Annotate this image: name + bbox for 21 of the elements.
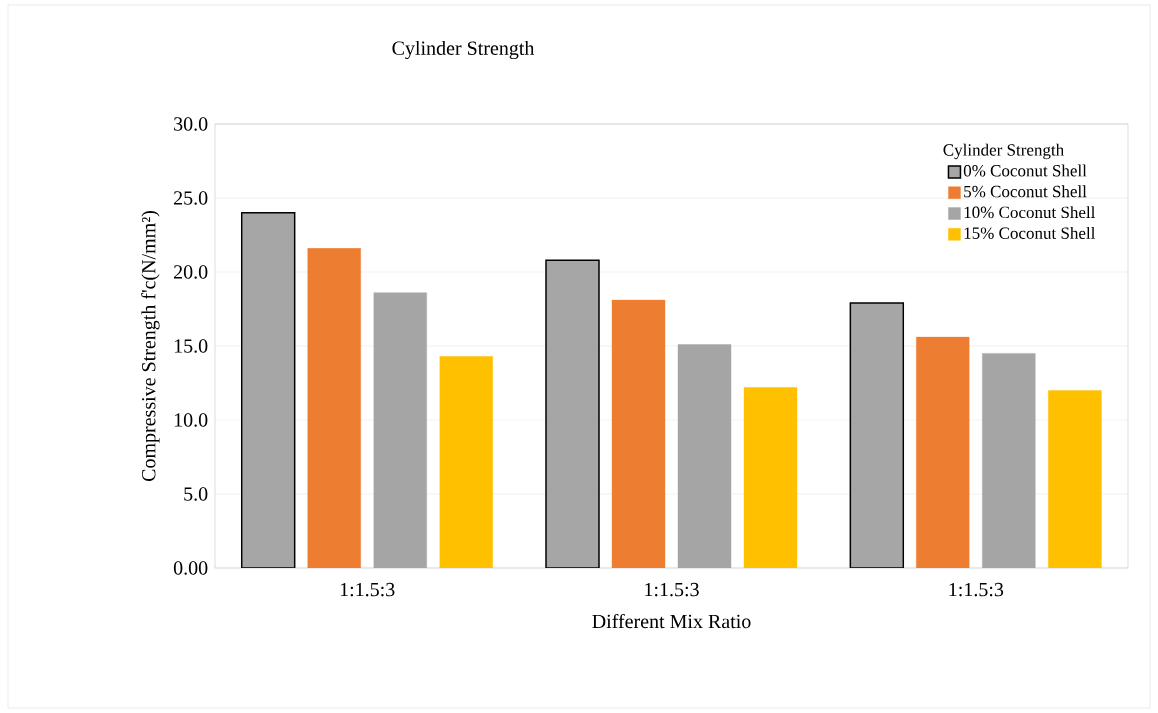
y-tick-label: 20.0	[174, 265, 208, 279]
y-tick-label: 25.0	[174, 191, 208, 205]
bar	[916, 336, 970, 568]
legend-label: 15% Coconut Shell	[964, 226, 1096, 239]
legend-title: Cylinder Strength	[943, 143, 1064, 160]
bar	[307, 248, 361, 568]
legend-label: 0% Coconut Shell	[963, 164, 1087, 177]
x-tick-label: 1:1.5:3	[645, 582, 699, 597]
y-tick-label: 10.0	[174, 413, 208, 427]
legend-label: 5% Coconut Shell	[964, 185, 1087, 198]
x-tick-label: 1:1.5:3	[340, 582, 395, 597]
y-tick-label: 5.0	[184, 487, 208, 501]
legend-label: 10% Coconut Shell	[964, 206, 1096, 219]
x-axis-title: Different Mix Ratio	[592, 613, 751, 629]
y-tick-label: 30.0	[174, 117, 208, 131]
y-tick-label: 0.00	[173, 561, 208, 575]
chart-title: Cylinder Strength	[392, 40, 535, 60]
y-axis-title: Compressive Strength f'c(N/mm²)	[141, 210, 160, 482]
x-tick-label: 1:1.5:3	[949, 582, 1004, 597]
bar	[611, 299, 666, 568]
y-tick-label: 15.0	[174, 339, 208, 353]
